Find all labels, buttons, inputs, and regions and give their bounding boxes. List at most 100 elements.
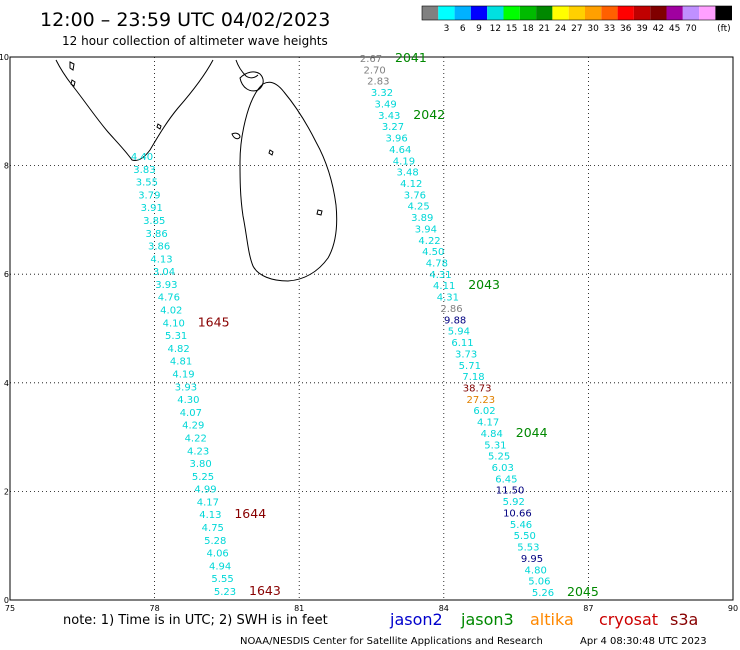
lat-tick-label: 0 — [4, 596, 9, 605]
small-island-2 — [70, 79, 76, 87]
satellite-legend-item: altika — [530, 610, 574, 629]
lat-tick-label: 8 — [4, 162, 9, 171]
sri-lanka — [239, 81, 338, 282]
wave-height-label: 3.80 — [189, 459, 211, 470]
wave-height-label: 5.31 — [165, 331, 187, 342]
colorbar-swatch — [633, 6, 651, 20]
colorbar-swatch — [568, 6, 585, 20]
colorbar-swatch — [650, 6, 667, 20]
india-east-coast — [235, 59, 259, 79]
colorbar-swatch — [699, 6, 716, 20]
pass-time-label: 2043 — [468, 277, 500, 292]
colorbar-label: 3 — [444, 24, 450, 34]
lon-tick-label: 78 — [150, 604, 160, 613]
wave-height-label: 38.73 — [463, 383, 492, 394]
pass-time-label: 1645 — [198, 314, 230, 329]
pass-time-label: 2041 — [395, 50, 427, 65]
colorbar-swatch — [715, 6, 732, 20]
pass-time-label: 1643 — [249, 583, 281, 598]
colorbar-label: 15 — [506, 24, 517, 34]
wave-height-label: 6.02 — [473, 406, 495, 417]
wave-height-label: 5.26 — [532, 588, 554, 599]
wave-height-label: 3.83 — [133, 165, 155, 176]
colorbar-label: 30 — [587, 24, 599, 34]
wave-height-label: 6.03 — [492, 463, 514, 474]
page-title: 12:00 – 23:59 UTC 04/02/2023 — [40, 9, 330, 31]
wave-height-label: 4.22 — [185, 433, 207, 444]
wave-height-label: 3.73 — [455, 349, 477, 360]
colorbar-border — [421, 5, 733, 21]
wave-height-label: 4.19 — [172, 370, 194, 381]
coastline — [55, 59, 338, 282]
wave-height-label: 3.49 — [375, 99, 397, 110]
wave-height-label: 3.96 — [385, 134, 407, 145]
jaffna-peninsula — [239, 71, 264, 92]
colorbar-label: 42 — [653, 24, 664, 34]
colorbar-swatch — [487, 6, 504, 20]
colorbar-label: 12 — [490, 24, 501, 34]
wave-height-label: 3.86 — [146, 229, 168, 240]
wave-height-label: 4.80 — [525, 565, 547, 576]
wave-height-label: 4.11 — [433, 281, 455, 292]
wave-height-label: 4.31 — [437, 293, 459, 304]
wave-height-label: 4.31 — [429, 270, 451, 281]
wave-height-label: 3.91 — [141, 203, 163, 214]
pass-time-label: 2042 — [413, 107, 445, 122]
lat-tick-label: 2 — [4, 487, 9, 496]
east-track-times: 2041 2042 2043 2044 2045 — [395, 50, 599, 599]
colorbar-unit: (ft) — [717, 24, 731, 34]
satellite-legend: jason2 jason3 altika cryosat s3a — [389, 610, 698, 629]
graticule — [10, 57, 733, 600]
footer-credit: NOAA/NESDIS Center for Satellite Applica… — [240, 636, 543, 647]
wave-height-label: 3.93 — [155, 280, 177, 291]
lon-tick-label: 81 — [294, 604, 304, 613]
wave-height-label: 4.07 — [180, 408, 202, 419]
wave-height-label: 5.31 — [484, 440, 506, 451]
pass-time-label: 2045 — [567, 584, 599, 599]
wave-height-label: 4.75 — [202, 523, 224, 534]
colorbar-label: 6 — [460, 24, 466, 34]
wave-height-label: 3.76 — [404, 190, 426, 201]
wave-height-label: 4.99 — [194, 485, 216, 496]
wave-height-label: 9.95 — [521, 554, 543, 565]
wave-height-label: 4.81 — [170, 357, 192, 368]
map-frame — [9, 56, 734, 601]
wave-height-label: 5.23 — [214, 587, 236, 598]
wave-height-label: 4.50 — [422, 247, 444, 258]
colorbar-swatch — [552, 6, 569, 20]
color-scale-legend: 3 6 9 12 15 18 21 24 27 30 33 36 39 42 45 70 (ft) — [421, 5, 733, 34]
wave-height-label: 4.19 — [393, 156, 415, 167]
wave-height-label: 3.27 — [382, 122, 404, 133]
wave-height-label: 4.84 — [481, 429, 503, 440]
satellite-legend-item: s3a — [670, 610, 698, 629]
wave-height-label: 5.53 — [517, 543, 539, 554]
west-track-times: 1645 1644 1643 — [198, 314, 281, 598]
lat-tick-label: 4 — [4, 379, 9, 388]
wave-height-label: 4.64 — [389, 145, 411, 156]
wave-height-label: 5.46 — [510, 520, 532, 531]
wave-height-label: 2.67 — [360, 54, 382, 65]
mannar-island — [231, 132, 241, 140]
wave-height-label: 10.66 — [503, 508, 532, 519]
wave-height-label: 4.22 — [418, 236, 440, 247]
colorbar-label: 36 — [620, 24, 632, 34]
wave-height-label: 4.17 — [197, 497, 219, 508]
wave-height-label: 4.29 — [182, 421, 204, 432]
latitude-labels: 0 2 4 6 8 10 — [0, 53, 9, 605]
colorbar-swatch — [601, 6, 618, 20]
small-island-5 — [268, 149, 274, 156]
longitude-labels: 75 78 81 84 87 90 — [5, 604, 738, 613]
colorbar-label: 21 — [539, 24, 550, 34]
wave-height-label: 3.04 — [153, 267, 175, 278]
colorbar-swatch — [454, 6, 471, 20]
colorbar-label: 9 — [476, 24, 482, 34]
satellite-legend-item: cryosat — [599, 610, 658, 629]
wave-height-label: 4.30 — [177, 395, 199, 406]
wave-height-label: 9.88 — [444, 315, 466, 326]
wave-height-label: 4.10 — [163, 318, 185, 329]
colorbar-swatch — [438, 6, 455, 20]
footer-note: note: 1) Time is in UTC; 2) SWH is in fe… — [63, 613, 328, 628]
wave-height-label: 5.92 — [503, 497, 525, 508]
wave-height-label: 4.23 — [187, 446, 209, 457]
colorbar-swatch — [519, 6, 537, 20]
